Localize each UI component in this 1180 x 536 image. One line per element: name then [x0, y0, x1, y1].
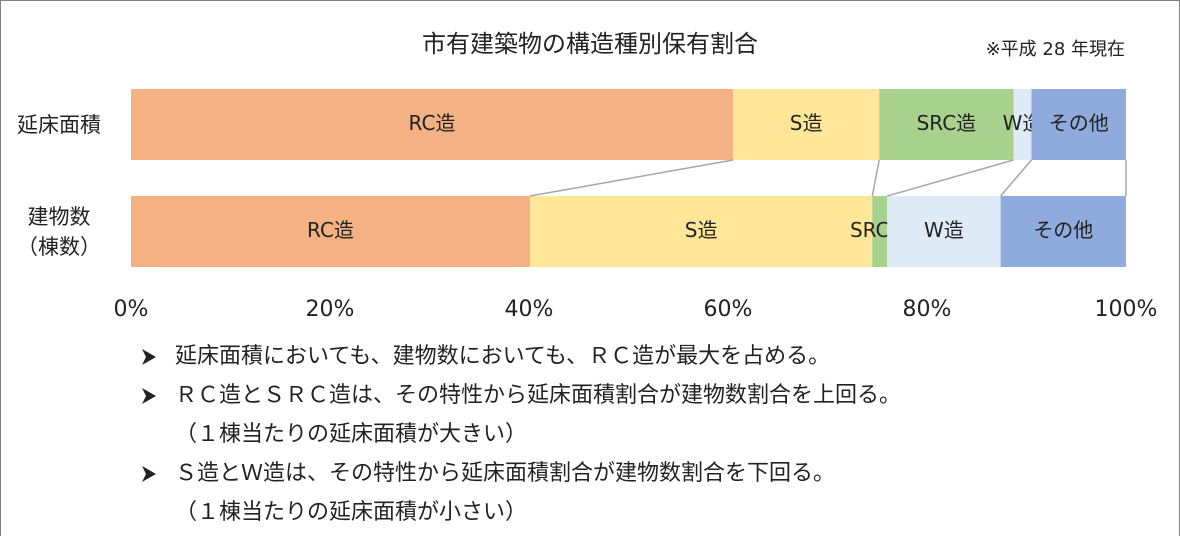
connector-line [1000, 159, 1033, 197]
note-text: Ｓ造とＷ造は、その特性から延床面積割合が建物数割合を下回る。 [175, 461, 835, 486]
segment-label: S造 [685, 218, 718, 242]
segment-label: RC造 [409, 111, 456, 135]
note-sub: （１棟当たりの延床面積が小さい） [175, 500, 527, 525]
bar-segment [1000, 196, 1126, 267]
bullet [142, 349, 156, 365]
x-tick-label: 80% [903, 297, 952, 322]
segment-label: RC造 [307, 218, 354, 242]
bar-segment [872, 196, 888, 267]
connector-line [886, 159, 1014, 197]
note-text: ＲＣ造とＳＲＣ造は、その特性から延床面積割合が建物数割合を上回る。 [175, 383, 901, 408]
bullet [142, 466, 156, 482]
x-tick-label: 100% [1095, 297, 1158, 322]
connector-line [529, 159, 734, 197]
note-text: 延床面積においても、建物数においても、ＲＣ造が最大を占める。 [175, 344, 830, 369]
segment-label: その他 [1049, 111, 1109, 135]
bar-segment [529, 196, 873, 267]
x-tick-label: 0% [114, 297, 149, 322]
note-sub: （１棟当たりの延床面積が大きい） [175, 422, 527, 447]
bar-segment [131, 196, 530, 267]
x-tick-label: 20% [306, 297, 355, 322]
connector-line [871, 159, 880, 197]
segment-label: W造 [924, 218, 964, 242]
segment-label: その他 [1033, 218, 1093, 242]
segment-label: S造 [790, 111, 823, 135]
category-label: 建物数 （棟数） [17, 204, 101, 259]
segment-label: SRC造 [917, 111, 977, 135]
bar-segment [887, 196, 1001, 267]
bullet [142, 388, 156, 404]
chart-title: 市有建築物の構造種別保有割合 [422, 30, 758, 58]
bar-segment [1013, 89, 1032, 160]
bar-segment [131, 89, 733, 160]
bar-segment [879, 89, 1014, 160]
category-label: 延床面積 [17, 112, 101, 137]
bar-segment [732, 89, 880, 160]
x-tick-label: 40% [505, 297, 554, 322]
x-tick-label: 60% [704, 297, 753, 322]
bar-segment [1031, 89, 1126, 160]
note: ※平成 28 年現在 [986, 39, 1125, 60]
